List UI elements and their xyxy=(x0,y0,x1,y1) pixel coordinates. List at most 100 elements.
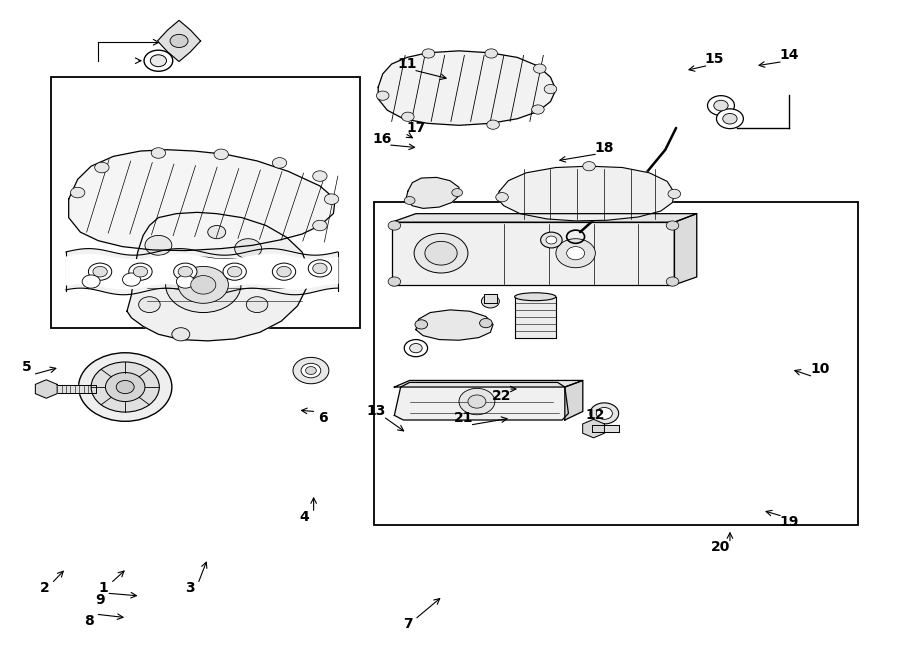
Circle shape xyxy=(388,221,400,230)
Circle shape xyxy=(145,236,172,255)
Text: 5: 5 xyxy=(22,360,32,374)
Polygon shape xyxy=(582,419,605,438)
Circle shape xyxy=(485,49,498,58)
Circle shape xyxy=(388,277,400,286)
Circle shape xyxy=(546,236,557,244)
Circle shape xyxy=(415,320,428,329)
Text: 9: 9 xyxy=(95,593,105,607)
Circle shape xyxy=(590,403,618,424)
Circle shape xyxy=(716,109,743,128)
Circle shape xyxy=(312,220,327,231)
Bar xyxy=(50,77,360,328)
Circle shape xyxy=(293,357,328,384)
Circle shape xyxy=(166,257,241,312)
Circle shape xyxy=(223,263,247,280)
Ellipse shape xyxy=(515,293,556,301)
Circle shape xyxy=(208,226,226,239)
Circle shape xyxy=(401,112,414,121)
Circle shape xyxy=(105,373,145,402)
Circle shape xyxy=(668,189,680,199)
Polygon shape xyxy=(515,297,556,338)
Circle shape xyxy=(82,275,100,288)
Circle shape xyxy=(544,85,557,94)
Circle shape xyxy=(228,266,242,277)
Text: 10: 10 xyxy=(810,362,829,376)
Circle shape xyxy=(133,266,148,277)
Text: 18: 18 xyxy=(595,141,614,155)
Circle shape xyxy=(583,162,596,171)
Polygon shape xyxy=(66,254,338,289)
Polygon shape xyxy=(68,150,335,251)
Text: 15: 15 xyxy=(705,52,725,66)
Polygon shape xyxy=(127,213,308,341)
Circle shape xyxy=(422,49,435,58)
Circle shape xyxy=(122,273,140,286)
Circle shape xyxy=(404,197,415,205)
Circle shape xyxy=(487,120,500,129)
Text: 14: 14 xyxy=(779,48,799,62)
Circle shape xyxy=(707,95,734,115)
Circle shape xyxy=(94,162,109,173)
Polygon shape xyxy=(416,310,493,340)
Circle shape xyxy=(496,193,508,202)
Circle shape xyxy=(312,263,327,273)
Circle shape xyxy=(150,55,166,67)
Circle shape xyxy=(425,242,457,265)
Circle shape xyxy=(480,318,492,328)
Circle shape xyxy=(273,158,287,168)
Circle shape xyxy=(532,105,544,114)
Circle shape xyxy=(414,234,468,273)
Circle shape xyxy=(144,50,173,71)
Text: 20: 20 xyxy=(711,540,731,554)
Text: 13: 13 xyxy=(366,404,386,418)
Polygon shape xyxy=(592,425,618,432)
Circle shape xyxy=(376,91,389,100)
Text: 11: 11 xyxy=(397,57,417,71)
Polygon shape xyxy=(674,214,697,285)
Circle shape xyxy=(312,171,327,181)
Circle shape xyxy=(468,395,486,408)
Text: 4: 4 xyxy=(300,510,310,524)
Circle shape xyxy=(714,100,728,111)
Text: 19: 19 xyxy=(779,515,799,529)
Circle shape xyxy=(305,367,316,375)
Polygon shape xyxy=(48,385,96,393)
Circle shape xyxy=(596,408,612,419)
Circle shape xyxy=(170,34,188,48)
Text: 6: 6 xyxy=(318,411,328,425)
Circle shape xyxy=(302,363,320,378)
Polygon shape xyxy=(394,383,569,420)
Circle shape xyxy=(482,295,500,308)
Circle shape xyxy=(172,328,190,341)
Polygon shape xyxy=(378,51,556,125)
Circle shape xyxy=(235,239,262,258)
Polygon shape xyxy=(394,381,583,387)
Circle shape xyxy=(178,266,193,277)
Circle shape xyxy=(139,297,160,312)
Polygon shape xyxy=(35,380,57,399)
Circle shape xyxy=(324,194,338,205)
Circle shape xyxy=(70,187,85,198)
Text: 8: 8 xyxy=(85,614,94,628)
Polygon shape xyxy=(497,166,674,221)
Circle shape xyxy=(191,275,216,294)
Text: 3: 3 xyxy=(185,581,194,595)
Circle shape xyxy=(88,263,112,280)
Polygon shape xyxy=(565,381,583,420)
Text: 1: 1 xyxy=(99,581,109,595)
Circle shape xyxy=(129,263,152,280)
Text: 12: 12 xyxy=(586,408,605,422)
Circle shape xyxy=(308,260,331,277)
Circle shape xyxy=(174,263,197,280)
Polygon shape xyxy=(406,177,459,209)
Polygon shape xyxy=(392,214,697,222)
Polygon shape xyxy=(158,21,201,62)
Circle shape xyxy=(176,275,194,288)
Circle shape xyxy=(541,232,562,248)
Text: 21: 21 xyxy=(454,411,473,425)
Circle shape xyxy=(410,344,422,353)
Circle shape xyxy=(556,239,596,267)
Polygon shape xyxy=(392,222,674,285)
Circle shape xyxy=(567,247,585,260)
Circle shape xyxy=(78,353,172,421)
